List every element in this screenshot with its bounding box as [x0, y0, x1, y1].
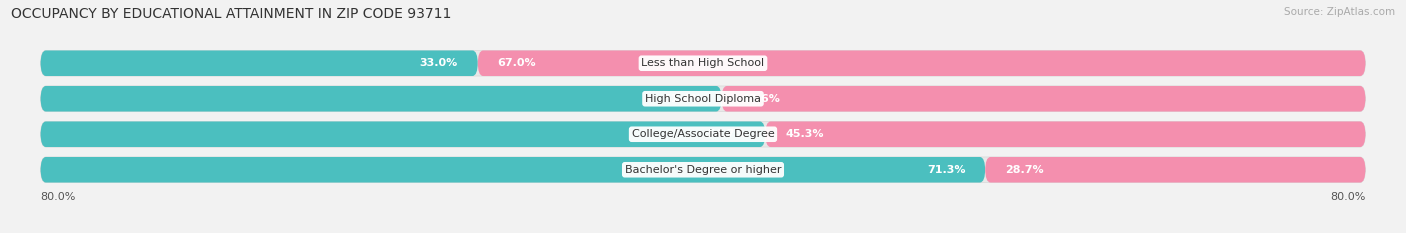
- Text: 33.0%: 33.0%: [419, 58, 458, 68]
- Text: 45.3%: 45.3%: [785, 129, 824, 139]
- Text: Bachelor's Degree or higher: Bachelor's Degree or higher: [624, 165, 782, 175]
- Text: 71.3%: 71.3%: [927, 165, 966, 175]
- Text: 54.7%: 54.7%: [707, 129, 745, 139]
- FancyBboxPatch shape: [986, 157, 1365, 182]
- FancyBboxPatch shape: [721, 86, 1365, 112]
- FancyBboxPatch shape: [41, 86, 1365, 112]
- Text: 48.6%: 48.6%: [741, 94, 780, 104]
- FancyBboxPatch shape: [765, 121, 1365, 147]
- FancyBboxPatch shape: [41, 121, 765, 147]
- Text: 80.0%: 80.0%: [1330, 192, 1365, 202]
- FancyBboxPatch shape: [41, 157, 986, 182]
- FancyBboxPatch shape: [41, 51, 478, 76]
- FancyBboxPatch shape: [478, 51, 1365, 76]
- Text: High School Diploma: High School Diploma: [645, 94, 761, 104]
- FancyBboxPatch shape: [41, 157, 1365, 182]
- FancyBboxPatch shape: [41, 121, 1365, 147]
- Text: OCCUPANCY BY EDUCATIONAL ATTAINMENT IN ZIP CODE 93711: OCCUPANCY BY EDUCATIONAL ATTAINMENT IN Z…: [11, 7, 451, 21]
- Text: 67.0%: 67.0%: [498, 58, 536, 68]
- Text: Source: ZipAtlas.com: Source: ZipAtlas.com: [1284, 7, 1395, 17]
- Text: 80.0%: 80.0%: [41, 192, 76, 202]
- FancyBboxPatch shape: [41, 86, 721, 112]
- FancyBboxPatch shape: [41, 51, 1365, 76]
- Text: Less than High School: Less than High School: [641, 58, 765, 68]
- Text: 51.4%: 51.4%: [664, 94, 702, 104]
- Text: College/Associate Degree: College/Associate Degree: [631, 129, 775, 139]
- Text: 28.7%: 28.7%: [1005, 165, 1043, 175]
